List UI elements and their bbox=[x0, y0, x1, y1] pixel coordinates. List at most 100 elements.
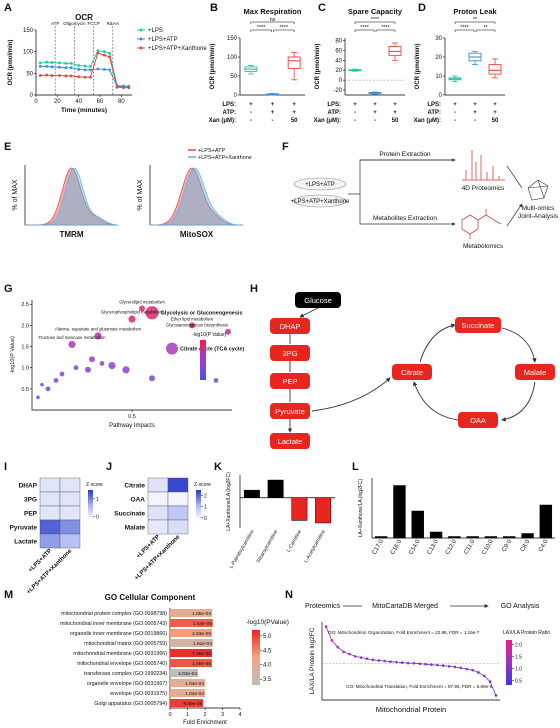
condition-cell: - bbox=[250, 118, 252, 124]
y-axis-label: OCR (pmol/min) bbox=[8, 40, 14, 86]
condition-cell: - bbox=[474, 118, 476, 124]
pathway-node bbox=[270, 403, 310, 419]
data-point bbox=[45, 73, 49, 77]
y-tick-label: 60 bbox=[335, 48, 342, 54]
heatmap-cell bbox=[147, 505, 169, 521]
protein-point bbox=[471, 668, 474, 672]
bar bbox=[243, 489, 260, 498]
data-point bbox=[50, 65, 54, 69]
chart-title: Spare Capacity bbox=[348, 7, 403, 16]
condition-label: LPS: bbox=[327, 102, 341, 108]
p-value-label: 1.05e-04 bbox=[192, 611, 211, 617]
node-label: Citrate bbox=[401, 368, 423, 377]
heatmap-cell bbox=[147, 519, 169, 535]
p-value-label: 1.04e-04 bbox=[185, 691, 204, 697]
condition-cell: - bbox=[454, 118, 456, 124]
data-point bbox=[89, 65, 92, 68]
spectrum-icon bbox=[462, 150, 505, 181]
x-tick-label: Stearoylcarnitine bbox=[256, 529, 280, 564]
legend-label: +LPS+ATP+Xanthone bbox=[198, 155, 252, 161]
bar bbox=[466, 536, 479, 539]
y-tick-label: 20 bbox=[435, 55, 442, 61]
y-axis-label: % of MAX bbox=[137, 179, 144, 210]
panel-label: I bbox=[4, 461, 7, 473]
y-axis-label: % of MAX bbox=[12, 179, 19, 210]
row-label: Succinate bbox=[114, 511, 145, 518]
x-tick-label: 0.5 bbox=[128, 414, 136, 420]
bar bbox=[170, 649, 212, 657]
x-tick-label: 4 bbox=[238, 712, 241, 718]
panel-label: H bbox=[250, 283, 258, 295]
bar bbox=[429, 531, 443, 539]
significance-label: **** bbox=[257, 25, 266, 31]
y-tick-label: 0 bbox=[339, 78, 343, 84]
significance-label: **** bbox=[381, 25, 390, 31]
y-axis-label: LAX/LA Protein log2FC bbox=[309, 627, 316, 694]
bubble bbox=[94, 332, 102, 340]
bubble bbox=[213, 377, 219, 383]
protein-point bbox=[406, 661, 410, 665]
significance-label: ** bbox=[473, 17, 478, 23]
x-axis-label: TMRM bbox=[60, 230, 84, 239]
x-tick-label: C17:0 bbox=[372, 538, 386, 555]
condition-cell: - bbox=[354, 118, 356, 124]
condition-cell: 50 bbox=[291, 118, 298, 124]
bar bbox=[170, 659, 212, 667]
data-point bbox=[38, 65, 42, 68]
injection-label: R&AA bbox=[107, 21, 119, 26]
condition-cell: + bbox=[271, 110, 275, 116]
protein-point bbox=[412, 661, 416, 665]
protein-point bbox=[336, 645, 340, 649]
pathway-arrow bbox=[311, 377, 391, 412]
bar bbox=[170, 609, 212, 617]
y-tick-label: 0.5 bbox=[21, 387, 29, 393]
colorbar-tick-label: 5.0 bbox=[263, 634, 272, 640]
x-axis-label: Mitochondrial Protein bbox=[376, 705, 446, 714]
significance-bracket bbox=[273, 29, 295, 32]
pathway-arrow bbox=[413, 381, 459, 421]
connector bbox=[506, 165, 522, 227]
result-label: Joint-Analysis bbox=[518, 213, 559, 220]
protein-point bbox=[377, 659, 381, 662]
condition-cell: - bbox=[250, 110, 252, 116]
data-point bbox=[96, 51, 100, 55]
row-label: Citrate bbox=[124, 483, 145, 490]
data-point bbox=[64, 74, 68, 78]
pathway-node bbox=[270, 318, 310, 334]
bubble bbox=[189, 322, 195, 329]
p-value-label: 1.04e-04 bbox=[185, 681, 204, 687]
data-point bbox=[77, 64, 81, 67]
condition-cell: + bbox=[373, 102, 377, 108]
bubble bbox=[145, 306, 159, 320]
pathway-node bbox=[270, 345, 310, 361]
protein-point bbox=[477, 671, 480, 674]
y-tick-label: 100 bbox=[227, 55, 238, 61]
bar bbox=[170, 679, 205, 687]
y-tick-label: -20 bbox=[333, 88, 342, 94]
condition-label: Xan (μM): bbox=[414, 118, 441, 124]
y-axis-label: -log10(P Value) bbox=[10, 336, 16, 374]
panel-label: A bbox=[4, 2, 12, 14]
pathway-node bbox=[392, 364, 432, 380]
legend-title: Z-score bbox=[194, 482, 211, 488]
data-point bbox=[45, 60, 49, 64]
category-label: mitochondrial matrix (GO:0005759) bbox=[84, 641, 167, 647]
axis bbox=[321, 622, 500, 701]
y-tick-label: 0 bbox=[234, 93, 238, 99]
result-label: Multi-omics bbox=[522, 205, 556, 212]
y-tick-label: 150 bbox=[23, 28, 34, 34]
heatmap-cell bbox=[39, 533, 61, 549]
y-tick-label: 1.5 bbox=[21, 345, 29, 351]
p-value-label: 4.83e-05 bbox=[192, 631, 211, 637]
y-tick-label: 2.0 bbox=[21, 323, 29, 329]
colorbar-tick-label: 1.0 bbox=[515, 666, 522, 672]
chart-title: Proton Leak bbox=[453, 7, 497, 16]
condition-cell: + bbox=[353, 102, 357, 108]
row-label: Lactate bbox=[14, 539, 37, 546]
pathway-label: Alanine, aspartate and glutamate metabol… bbox=[55, 326, 142, 331]
pathway-label: Ether lipid metabolism bbox=[171, 316, 214, 321]
x-tick-label: C13:0 bbox=[427, 538, 441, 555]
row-label: PEP bbox=[24, 511, 38, 518]
